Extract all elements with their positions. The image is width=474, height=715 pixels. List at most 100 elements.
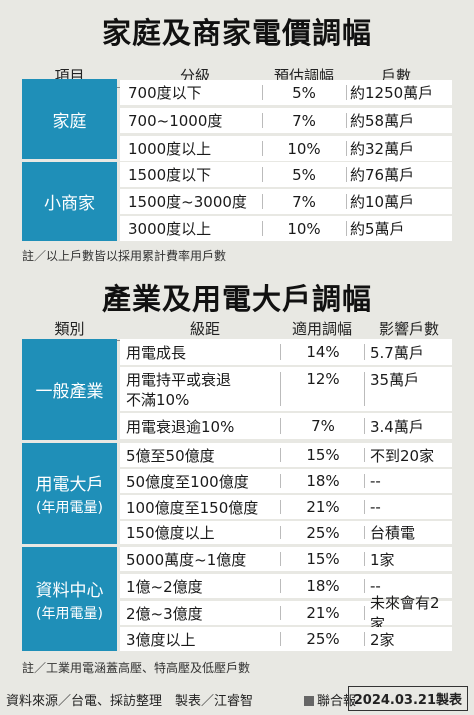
cell-rate: 10% xyxy=(287,139,321,158)
t2-header-affected: 影響戶數 xyxy=(378,320,439,338)
group-label: 小商家 xyxy=(44,194,95,214)
cell-households: 約76萬戶 xyxy=(350,166,415,184)
table-row: 100億度至150億度 21% -- xyxy=(120,495,452,519)
cell-affected: -- xyxy=(370,472,381,490)
cell-rate: 7% xyxy=(311,417,335,435)
group-label: 資料中心 xyxy=(35,580,104,601)
t1-note: 註／以上戶數皆以採用累計費率用戶數 xyxy=(22,249,227,263)
cell-affected: 3.4萬戶 xyxy=(370,417,424,436)
table-row: 3000度以上 10% 約5萬戶 xyxy=(120,216,452,241)
col-divider xyxy=(364,448,365,462)
footer: 資料來源／台電、採訪整理 製表／江睿智 聯合報 2024.03.21製表 xyxy=(6,686,468,711)
col-divider xyxy=(364,526,365,539)
cell-rate: 25% xyxy=(306,630,340,648)
cell-rate: 21% xyxy=(306,604,340,622)
col-divider xyxy=(364,606,365,620)
cell-households: 約58萬戶 xyxy=(350,112,415,130)
table-row: 用電衰退逾10% 7% 3.4萬戶 xyxy=(120,413,452,439)
cell-level: 3000度以上 xyxy=(128,220,212,238)
table-row: 1億~2億度 18% -- xyxy=(120,574,452,598)
col-divider xyxy=(280,500,281,514)
cell-households: 約1250萬戶 xyxy=(350,84,434,102)
col-divider xyxy=(280,418,281,434)
cell-affected: -- xyxy=(370,498,381,516)
group-label: 家庭 xyxy=(52,111,87,132)
col-divider xyxy=(280,474,281,488)
cell-affected: 不到20家 xyxy=(370,446,435,465)
col-divider xyxy=(262,221,263,236)
group-label: 一般產業 xyxy=(35,382,104,402)
publisher-name: 聯合報 xyxy=(317,694,357,709)
cell-range: 100億度至150億度 xyxy=(126,498,259,517)
cell-range: 用電持平或衰退 xyxy=(126,370,232,389)
cell-rate: 5% xyxy=(292,83,316,102)
cell-affected: 1家 xyxy=(370,550,395,569)
group-sublabel: (年用電量) xyxy=(36,500,103,516)
cell-rate: 7% xyxy=(292,192,316,211)
col-divider xyxy=(280,448,281,462)
cell-range: 用電成長 xyxy=(126,343,187,362)
col-divider xyxy=(346,194,347,209)
col-divider xyxy=(364,372,365,406)
table1-title: 家庭及商家電價調幅 xyxy=(101,16,372,50)
col-divider xyxy=(262,141,263,156)
col-divider xyxy=(280,579,281,593)
table-row: 5億至50億度 15% 不到20家 xyxy=(120,443,452,467)
cell-rate: 15% xyxy=(306,446,340,464)
cell-range: 5000萬度~1億度 xyxy=(126,550,247,569)
source-credit: 資料來源／台電、採訪整理 製表／江睿智 xyxy=(6,694,254,709)
col-divider xyxy=(364,552,365,566)
table-row: 3億度以上 25% 2家 xyxy=(120,627,452,651)
col-divider xyxy=(262,85,263,100)
cell-range-continued: 不滿10% xyxy=(126,390,190,409)
col-divider xyxy=(364,418,365,434)
table-row: 2億~3億度 21% 未來會有2家 xyxy=(120,594,452,633)
cell-affected: 2家 xyxy=(370,630,395,649)
cell-level: 1500度~3000度 xyxy=(128,193,247,211)
cell-households: 約32萬戶 xyxy=(350,140,415,158)
col-divider xyxy=(364,632,365,646)
cell-affected: 5.7萬戶 xyxy=(370,343,424,362)
col-divider xyxy=(364,474,365,488)
publisher: 聯合報 xyxy=(304,690,356,709)
table2-title: 產業及用電大戶調幅 xyxy=(101,282,372,316)
cell-range: 用電衰退逾10% xyxy=(126,417,235,436)
cell-rate: 15% xyxy=(306,550,340,568)
table-row: 1000度以上 10% 約32萬戶 xyxy=(120,136,452,161)
cell-households: 約10萬戶 xyxy=(350,193,415,211)
cell-range: 2億~3億度 xyxy=(126,604,203,623)
table-row: 5000萬度~1億度 15% 1家 xyxy=(120,547,452,571)
t1-group-household: 家庭 xyxy=(22,79,117,159)
group-label: 用電大戶 xyxy=(35,475,104,495)
col-divider xyxy=(280,632,281,646)
cell-affected: 台積電 xyxy=(370,524,416,542)
cell-rate: 5% xyxy=(292,165,316,184)
cell-range: 3億度以上 xyxy=(126,630,196,649)
col-divider xyxy=(346,85,347,100)
table-row: 700~1000度 7% 約58萬戶 xyxy=(120,108,452,133)
col-divider xyxy=(280,344,281,360)
col-divider xyxy=(262,194,263,209)
cell-affected: -- xyxy=(370,577,381,595)
col-divider xyxy=(280,372,281,406)
table-row: 150億度以上 25% 台積電 xyxy=(120,521,452,544)
cell-level: 1000度以上 xyxy=(128,140,212,158)
cell-range: 5億至50億度 xyxy=(126,446,215,465)
cell-rate: 12% xyxy=(306,370,340,388)
col-divider xyxy=(262,167,263,182)
table-row: 1500度~3000度 7% 約10萬戶 xyxy=(120,189,452,214)
cell-level: 700度以下 xyxy=(128,84,202,102)
cell-rate: 18% xyxy=(306,577,340,595)
cell-range: 150億度以上 xyxy=(126,524,215,542)
cell-rate: 7% xyxy=(292,111,316,130)
col-divider xyxy=(346,141,347,156)
col-divider xyxy=(364,344,365,360)
table-row: 50億度至100億度 18% -- xyxy=(120,469,452,493)
t2-group-data-center: 資料中心 (年用電量) xyxy=(22,547,117,651)
t2-header-category: 類別 xyxy=(54,320,85,338)
cell-rate: 21% xyxy=(306,498,340,516)
cell-level: 1500度以下 xyxy=(128,166,212,184)
table-row: 700度以下 5% 約1250萬戶 xyxy=(120,80,452,105)
col-divider xyxy=(280,606,281,620)
t2-group-general-industry: 一般產業 xyxy=(22,339,117,440)
